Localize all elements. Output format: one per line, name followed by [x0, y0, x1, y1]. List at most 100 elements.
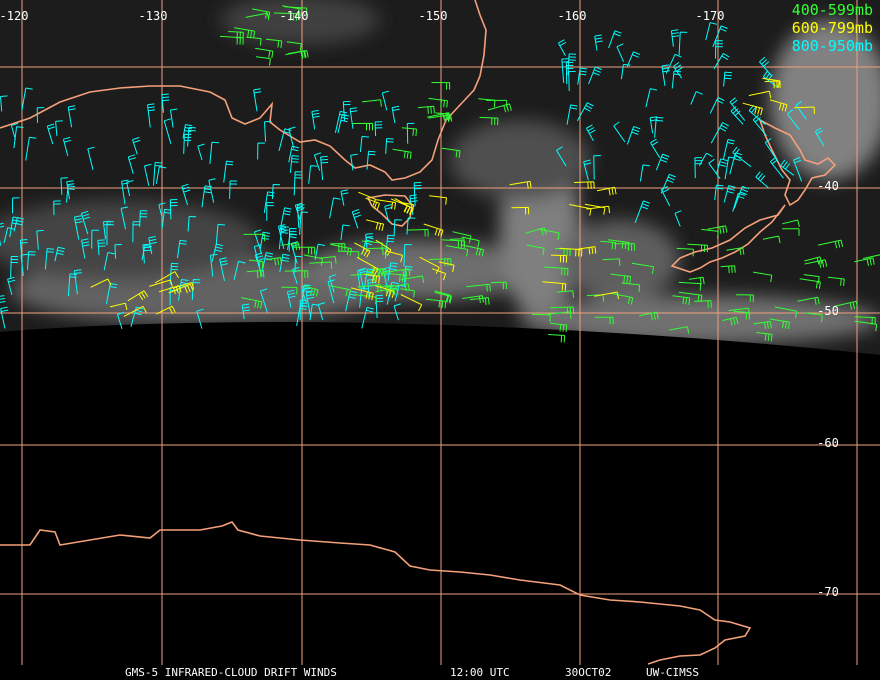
wind-barb [393, 303, 401, 321]
wind-barb [449, 238, 465, 246]
wind-barb [753, 320, 772, 330]
wind-barb [114, 243, 122, 259]
wind-barb [732, 192, 746, 212]
wind-barb [340, 189, 349, 206]
wind-barb [330, 243, 353, 256]
longitude-labels: -120 -130 -140 -150 -160 -170 [0, 9, 724, 23]
wind-barb [241, 303, 251, 320]
wind-barb [305, 291, 315, 317]
wind-barb [732, 146, 752, 168]
wind-barb [645, 88, 658, 108]
wind-barb [277, 224, 287, 250]
wind-barb [762, 77, 780, 88]
wind-barb [600, 240, 617, 250]
longitude-label: -170 [696, 9, 725, 23]
wind-barb [376, 284, 393, 294]
wind-barb [567, 53, 577, 75]
wind-barb [142, 243, 151, 264]
wind-barb [209, 253, 218, 277]
wind-barb [109, 302, 128, 311]
wind-barb [742, 102, 763, 116]
wind-barb [748, 90, 772, 99]
wind-barb [431, 268, 447, 281]
wind-barb [588, 66, 602, 85]
wind-barb [255, 56, 271, 66]
wind-barb [438, 261, 455, 273]
wind-barb [350, 273, 375, 281]
wind-barb [219, 35, 244, 45]
longitude-label: -120 [0, 9, 28, 23]
wind-barb [201, 185, 212, 208]
footer-date: 30OCT02 [565, 666, 611, 679]
wind-barb [462, 295, 484, 304]
wind-barb [0, 222, 5, 246]
wind-barb [730, 106, 744, 125]
wind-barb [626, 51, 641, 67]
wind-barb [351, 209, 361, 229]
wind-barb [391, 105, 400, 124]
wind-barb [726, 247, 745, 256]
new-zealand-south [670, 204, 786, 273]
wind-barb [714, 184, 724, 201]
wind-barb [723, 185, 736, 203]
wind-barb [255, 47, 274, 59]
wind-barb [266, 257, 283, 266]
wind-barb [209, 141, 219, 164]
wind-barb [67, 105, 76, 128]
wind-barb [577, 67, 588, 85]
wind-barb [182, 124, 193, 139]
wind-barb [278, 226, 289, 250]
wind-barb [654, 116, 664, 138]
wind-barb [639, 311, 659, 321]
wind-barb [105, 283, 118, 304]
wind-barb [584, 203, 606, 215]
wind-barb [117, 311, 125, 330]
wind-barb [352, 122, 373, 131]
wind-barb [393, 219, 402, 236]
wind-barb [259, 231, 270, 249]
wind-barb [309, 261, 333, 270]
wind-barb [371, 267, 387, 277]
wind-barb [392, 148, 412, 160]
wind-barb [626, 126, 641, 145]
wind-barb [123, 305, 147, 317]
wind-barb [319, 256, 337, 264]
wind-barb [350, 153, 358, 171]
antarctica-coast [0, 521, 752, 665]
wind-barb [723, 71, 732, 87]
wind-barb [382, 266, 392, 288]
longitude-label: -140 [280, 9, 309, 23]
wind-barb [565, 61, 574, 85]
wind-barb [409, 194, 418, 215]
wind-barb [780, 159, 795, 176]
wind-barb [687, 243, 709, 253]
wind-barb [710, 122, 729, 144]
wind-barb [486, 99, 508, 108]
wind-barb [511, 206, 530, 215]
wind-barb [0, 95, 8, 112]
footer-product: GMS-5 INFRARED-CLOUD DRIFT WINDS [125, 666, 337, 679]
wind-barb [676, 247, 694, 257]
latitude-label: -40 [817, 179, 839, 193]
wind-barb [288, 126, 296, 149]
wind-barb [594, 34, 603, 51]
wind-barb [756, 332, 773, 342]
wind-barb [716, 158, 728, 174]
wind-barb [246, 269, 265, 278]
wind-barb [672, 295, 691, 305]
wind-barb [782, 219, 800, 227]
wind-barb [466, 283, 491, 292]
wind-barb [282, 5, 303, 17]
wind-barb [431, 82, 451, 90]
wind-barb [650, 138, 661, 159]
wind-barb [0, 295, 6, 313]
wind-barb [400, 288, 415, 298]
wind-barb [733, 185, 750, 209]
wind-barb [53, 200, 61, 216]
wind-barb [293, 171, 303, 196]
wind-barb [368, 268, 386, 277]
wind-barb [20, 253, 29, 276]
wind-barb [613, 121, 626, 143]
wind-barb [10, 255, 19, 278]
